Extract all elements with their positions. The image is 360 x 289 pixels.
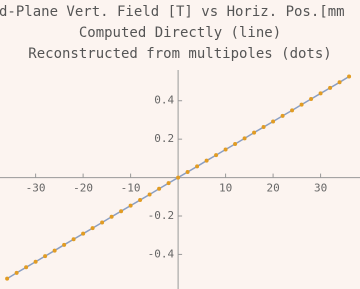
data-dot — [337, 80, 342, 85]
data-dot — [328, 85, 333, 90]
data-dot — [299, 102, 304, 107]
data-dot — [223, 147, 228, 152]
chart-subtitle: Computed Directly (line) — [79, 25, 281, 41]
data-dot — [119, 209, 124, 214]
data-dot — [233, 141, 238, 146]
data-dot — [138, 198, 143, 203]
data-dot — [252, 130, 257, 135]
data-dot — [166, 181, 171, 186]
data-dot — [271, 119, 276, 124]
x-tick-label: -10 — [121, 182, 141, 195]
x-tick-label: -30 — [26, 182, 46, 195]
data-dot — [100, 220, 105, 225]
data-dot — [185, 170, 190, 175]
data-dot — [290, 108, 295, 113]
data-dot — [71, 237, 76, 242]
data-dot — [24, 265, 29, 270]
data-dot — [62, 242, 67, 247]
data-dot — [90, 226, 95, 231]
data-dot — [157, 186, 162, 191]
data-dot — [43, 254, 48, 259]
x-tick-label: 10 — [219, 182, 232, 195]
data-dot — [109, 214, 114, 219]
x-tick-label: 30 — [314, 182, 327, 195]
data-dot — [147, 192, 152, 197]
data-dot — [33, 259, 38, 264]
data-dot — [14, 270, 19, 275]
data-dot — [5, 276, 10, 281]
data-dot — [81, 231, 86, 236]
data-dot — [176, 175, 181, 180]
y-tick-label: 0.4 — [154, 94, 174, 107]
data-dot — [214, 153, 219, 158]
x-tick-label: 20 — [266, 182, 279, 195]
y-tick-label: -0.2 — [148, 209, 175, 222]
data-dot — [204, 158, 209, 163]
x-tick-label: -20 — [73, 182, 93, 195]
data-dot — [261, 125, 266, 130]
data-dot — [195, 164, 200, 169]
data-dot — [347, 74, 352, 79]
y-tick-label: -0.4 — [148, 247, 175, 260]
data-dot — [280, 113, 285, 118]
data-dot — [128, 203, 133, 208]
data-dot — [242, 136, 247, 141]
chart-title: d-Plane Vert. Field [T] vs Horiz. Pos.[m… — [0, 4, 345, 20]
data-dot — [318, 91, 323, 96]
chart-subtitle: Reconstructed from multipoles (dots) — [28, 46, 331, 62]
y-tick-label: 0.2 — [154, 132, 174, 145]
data-dot — [52, 248, 57, 253]
data-dot — [309, 97, 314, 102]
